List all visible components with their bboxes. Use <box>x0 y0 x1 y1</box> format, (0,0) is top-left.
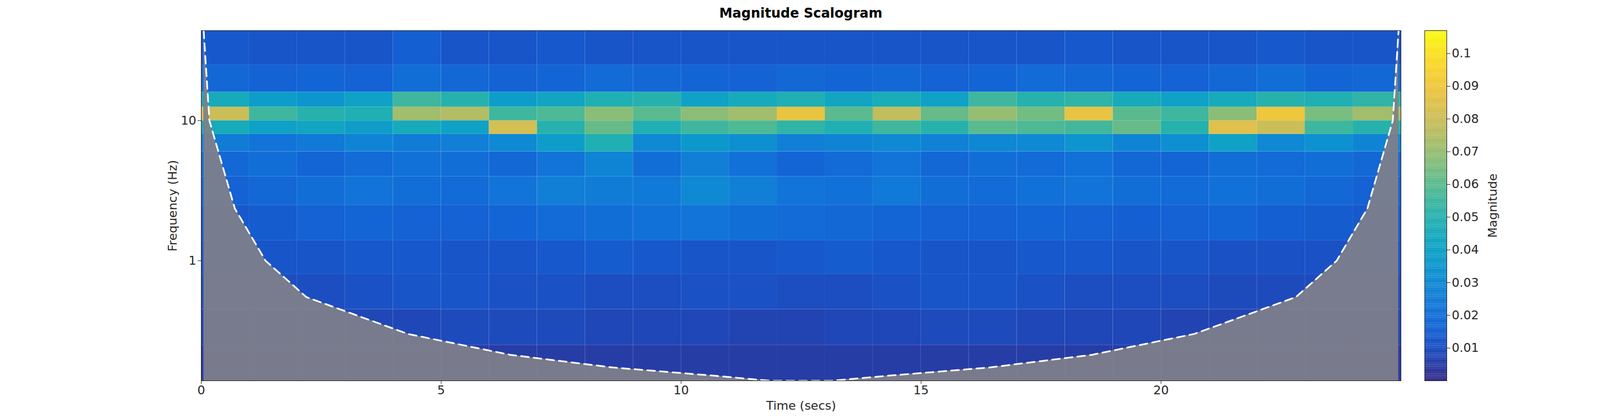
svg-text:Frequency (Hz): Frequency (Hz) <box>165 160 180 252</box>
svg-text:0.06: 0.06 <box>1452 177 1480 192</box>
svg-text:0: 0 <box>197 383 206 398</box>
svg-text:10: 10 <box>181 113 197 128</box>
svg-text:5: 5 <box>437 383 445 398</box>
svg-text:0.04: 0.04 <box>1452 242 1480 257</box>
svg-text:Magnitude: Magnitude <box>1485 173 1500 239</box>
svg-text:0.07: 0.07 <box>1452 144 1480 159</box>
svg-text:0.02: 0.02 <box>1452 308 1480 323</box>
svg-text:0.09: 0.09 <box>1452 78 1480 93</box>
svg-text:0.01: 0.01 <box>1452 341 1480 356</box>
svg-text:0.1: 0.1 <box>1452 46 1472 61</box>
svg-text:15: 15 <box>913 383 929 398</box>
svg-text:10: 10 <box>673 383 690 398</box>
svg-text:1: 1 <box>188 253 197 268</box>
svg-text:0.05: 0.05 <box>1452 210 1480 225</box>
svg-text:0.03: 0.03 <box>1452 276 1480 290</box>
svg-text:Time (secs): Time (secs) <box>765 399 837 413</box>
svg-text:20: 20 <box>1153 383 1169 398</box>
html-text:Magnitude Scalogram: Magnitude Scalogram <box>719 5 883 21</box>
svg-text:0.08: 0.08 <box>1452 112 1480 126</box>
